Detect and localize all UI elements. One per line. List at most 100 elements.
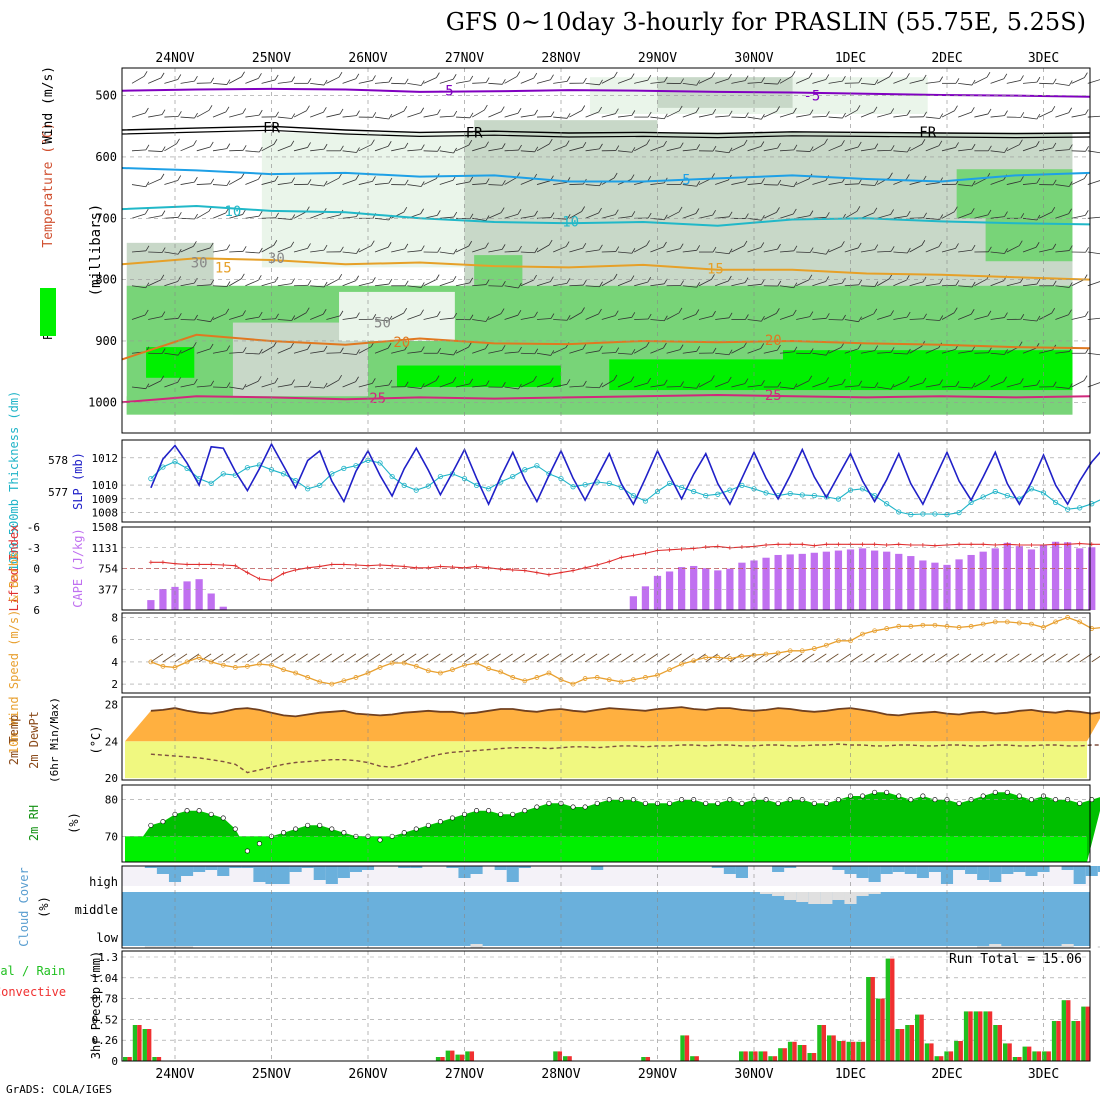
wind10-barb	[271, 653, 284, 663]
wind-barb-flag	[273, 240, 278, 246]
wind-barb	[407, 250, 422, 253]
precip-conv-bar	[821, 1025, 827, 1061]
wind-barb	[326, 214, 341, 219]
wind-barb	[374, 182, 389, 185]
wind-barb-flag	[711, 274, 715, 280]
wind-barb	[229, 315, 243, 320]
wind-barb	[828, 245, 842, 253]
wind-barb	[1071, 114, 1086, 118]
wind-barb	[229, 250, 244, 253]
wind-barb	[131, 75, 145, 84]
wind-barb	[164, 352, 179, 356]
wind-barb-flag	[599, 281, 603, 287]
thickness-point	[353, 463, 359, 469]
wind-barb	[148, 316, 162, 320]
wind-barb	[439, 280, 454, 287]
temp-unit-label: (°C)	[89, 726, 103, 755]
wind10-barb	[609, 653, 622, 663]
wind-barb	[148, 150, 163, 152]
wind-barb-flag	[678, 206, 683, 213]
lifted-index-point	[522, 568, 527, 573]
lifted-index-point	[1065, 542, 1070, 547]
wind-barb	[164, 115, 179, 118]
wind-barb-flag	[631, 349, 636, 355]
contour-label: 25	[369, 391, 386, 407]
wind-barb	[358, 382, 373, 388]
wind-barb	[277, 347, 291, 354]
precip-total-bar	[885, 958, 891, 1061]
rh2m-point	[244, 848, 250, 854]
wind-barb-flag	[387, 343, 392, 349]
thickness-point	[980, 494, 986, 500]
wind-barb-flag	[1035, 141, 1040, 147]
wind10-point	[823, 642, 829, 648]
wind-barb-flag	[226, 382, 231, 388]
wind-barb	[828, 383, 843, 388]
wind-barb-flag	[550, 111, 555, 117]
wind-barb-flag	[599, 244, 603, 251]
wind-barb	[990, 150, 1005, 153]
rh2m-point	[256, 841, 262, 847]
wind-barb-flag	[955, 142, 959, 148]
wind-barb	[536, 318, 551, 320]
wind-barb-flag	[743, 139, 748, 146]
wind-barb-flag	[145, 282, 150, 288]
wind10-barb	[1055, 653, 1068, 663]
lifted-tick-label: -6	[27, 521, 40, 534]
wind-barb	[212, 249, 227, 253]
wind-barb	[763, 212, 777, 219]
wind-barb	[715, 150, 730, 154]
rh2m-point	[642, 800, 648, 806]
wind-barb-flag	[647, 313, 652, 320]
precip-conv-bar	[1007, 1043, 1012, 1061]
cloud-unit-label: (%)	[37, 896, 51, 918]
rh2m-point	[980, 793, 986, 799]
upper-ylabel-temperature: Temperature (°C)	[41, 122, 56, 247]
wind-barb	[877, 76, 890, 84]
wind-barb	[180, 245, 194, 253]
wind-barb	[941, 385, 957, 388]
wind-barb	[569, 312, 582, 320]
wind-barb	[715, 381, 729, 388]
lifted-index-point	[353, 563, 358, 568]
cloud-high-bar	[1097, 866, 1100, 872]
wind-barb-flag	[437, 247, 441, 253]
wind10-barb	[198, 653, 212, 663]
wind-barb-flag	[809, 247, 814, 253]
wind-barb	[391, 349, 405, 354]
wind-barb-flag	[517, 309, 522, 316]
wind-barb-flag	[890, 310, 894, 316]
wind10-point	[546, 670, 552, 676]
wind-barb-flag	[1068, 107, 1073, 113]
panel-frame-cape	[121, 526, 1091, 611]
wind10-point	[341, 678, 347, 684]
cloud-high-bar	[205, 866, 218, 870]
wind-barb	[261, 318, 276, 320]
wind10-barb	[826, 653, 839, 663]
wind-barb-flag	[339, 108, 344, 115]
lifted-index-point	[148, 560, 153, 565]
wind-barb-flag	[825, 349, 830, 356]
wind10-point	[908, 623, 914, 629]
wind-barb	[812, 79, 826, 84]
lifted-index-point	[390, 563, 395, 568]
cloud-middle-gap	[868, 892, 881, 894]
wind-barb	[682, 314, 697, 320]
wind-barb	[617, 381, 632, 388]
thickness-point	[244, 465, 250, 471]
cloud-high-bar	[337, 866, 350, 878]
wind-barb-flag	[323, 107, 327, 113]
thickness-point	[413, 487, 419, 493]
wind-barb	[650, 319, 665, 322]
wind-barb-flag	[485, 141, 489, 147]
wind-barb	[779, 285, 794, 289]
wind-barb-flag	[728, 248, 733, 254]
wind-barb-flag	[500, 106, 505, 112]
wind-barb	[779, 184, 794, 188]
wind-barb-flag	[921, 240, 926, 246]
wind10-point	[763, 651, 769, 657]
wind-barb-flag	[145, 144, 150, 151]
wind-barb-flag	[550, 313, 555, 319]
wind-barb	[520, 316, 535, 320]
wind10-point	[377, 665, 383, 670]
